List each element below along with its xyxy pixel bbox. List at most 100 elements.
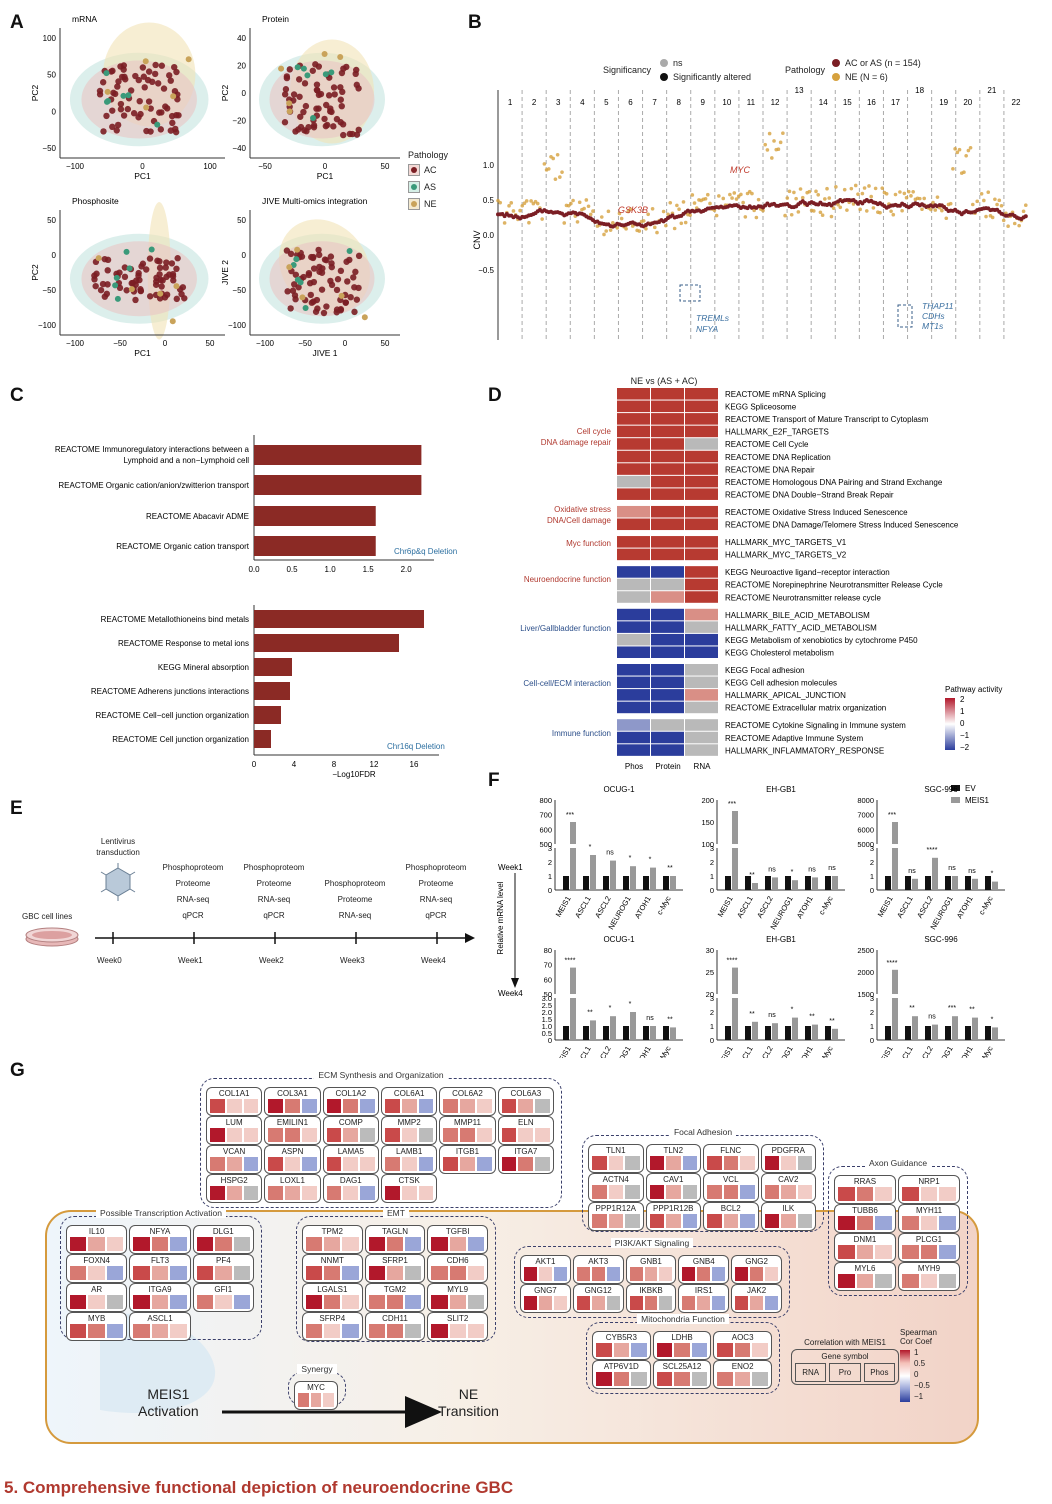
gene-symbol: COL6A2 bbox=[452, 1089, 483, 1098]
as-point bbox=[148, 246, 155, 253]
gene-symbol: NRP1 bbox=[918, 1177, 940, 1186]
heatmap-cell bbox=[685, 488, 718, 500]
y-tick-label: 0 bbox=[242, 89, 247, 98]
chromosome-label: 11 bbox=[747, 98, 756, 107]
ne-cnv-point bbox=[546, 167, 551, 171]
activation-label: Activation bbox=[138, 1403, 199, 1419]
chart-title: EH-GB1 bbox=[766, 935, 796, 944]
gene-tick-label: ASCL1 bbox=[895, 895, 915, 920]
gene-tick-label: c-Myc bbox=[655, 894, 673, 916]
ne-cnv-point bbox=[884, 191, 889, 196]
heatmap-cell bbox=[617, 548, 650, 561]
heatmap-cell bbox=[685, 463, 718, 475]
correlation-cell bbox=[467, 1266, 484, 1280]
ac-point bbox=[308, 253, 315, 261]
gene-symbol: PLCG1 bbox=[915, 1235, 943, 1244]
gene-correlation-cells bbox=[629, 1267, 673, 1281]
ac-point bbox=[330, 84, 338, 91]
chromosome-label: 7 bbox=[652, 98, 657, 107]
correlation-cell bbox=[418, 1186, 434, 1200]
spearman-colorbar bbox=[900, 1350, 910, 1402]
ne-point bbox=[95, 255, 102, 262]
meis1-bar bbox=[590, 855, 596, 890]
correlation-cell bbox=[697, 1296, 711, 1310]
mt1s-label: MT1s bbox=[922, 321, 944, 331]
y-tick-label: 50 bbox=[47, 71, 56, 80]
x-tick-label: 12 bbox=[370, 760, 379, 769]
y-tick-label: 0 bbox=[710, 1036, 714, 1045]
ne-cnv-point bbox=[717, 194, 721, 198]
chromosome-label: 3 bbox=[556, 98, 561, 107]
as-point bbox=[293, 256, 300, 263]
correlation-cell bbox=[697, 1267, 711, 1281]
correlation-cell bbox=[674, 1372, 690, 1386]
ne-cnv-point bbox=[529, 199, 533, 203]
ne-cnv-point bbox=[898, 190, 902, 194]
ne-cnv-point bbox=[527, 220, 531, 225]
bar bbox=[254, 730, 271, 748]
ne-cnv-point bbox=[891, 212, 896, 217]
gene-symbol: LGALS1 bbox=[317, 1285, 348, 1294]
term-label: REACTOME Response to metal ions bbox=[118, 639, 249, 648]
chr16-label: Chr16q Deletion bbox=[387, 742, 445, 751]
ac-point bbox=[289, 287, 297, 294]
chromosome-label: 6 bbox=[628, 98, 633, 107]
ne-cnv-point bbox=[825, 186, 829, 191]
ac-point bbox=[156, 258, 163, 265]
gene-symbol: JAK2 bbox=[747, 1286, 767, 1295]
gene-node: FOXN4 bbox=[66, 1254, 128, 1283]
lentivirus-label: Lentivirus transduction bbox=[88, 836, 148, 858]
heatmap-cell bbox=[617, 744, 650, 756]
ac-point bbox=[291, 281, 298, 288]
correlation-cell bbox=[740, 1156, 755, 1170]
x-tick-label: 2.0 bbox=[401, 565, 413, 574]
pathway-label: HALLMARK_E2F_TARGETS bbox=[725, 428, 829, 437]
as-point bbox=[112, 282, 119, 289]
meis1-bar bbox=[570, 998, 576, 1040]
ac-point bbox=[146, 255, 154, 262]
gene-node: LGALS1 bbox=[302, 1283, 363, 1312]
meis1-bar bbox=[832, 1028, 838, 1040]
pathway-label: REACTOME Homologous DNA Pairing and Stra… bbox=[725, 478, 943, 487]
ev-bar bbox=[765, 1026, 771, 1040]
sig-label: **** bbox=[727, 958, 738, 965]
ne-point bbox=[321, 51, 328, 58]
gene-symbol: FOXN4 bbox=[83, 1256, 110, 1265]
meis1-bar bbox=[792, 880, 798, 890]
correlation-cell bbox=[431, 1324, 448, 1338]
heatmap-cell bbox=[685, 719, 718, 731]
meis1-bar-top bbox=[892, 969, 898, 994]
correlation-cell bbox=[596, 1343, 612, 1357]
ne-cnv-point bbox=[705, 192, 710, 197]
ne-cnv-point bbox=[962, 170, 966, 175]
correlation-cell bbox=[210, 1186, 225, 1200]
gene-correlation-cells bbox=[682, 1296, 726, 1310]
correlation-cell bbox=[342, 1295, 359, 1309]
gene-symbol: TUBB6 bbox=[852, 1206, 878, 1215]
correlation-cell bbox=[920, 1245, 938, 1259]
gene-node: DLG1 bbox=[192, 1225, 254, 1254]
gene-node: COMP bbox=[322, 1116, 379, 1145]
gene-correlation-cells bbox=[268, 1157, 317, 1171]
term-label: REACTOME Immunoregulatory interactions b… bbox=[55, 445, 250, 454]
week1-label: Week1 bbox=[178, 956, 203, 965]
correlation-cell bbox=[734, 1343, 751, 1357]
ac-point bbox=[305, 271, 313, 279]
correlation-cell bbox=[88, 1295, 105, 1309]
ne-cnv-point bbox=[524, 199, 529, 203]
figure-caption: 5. Comprehensive functional depiction of… bbox=[4, 1478, 514, 1497]
cdhs-label: CDHs bbox=[922, 311, 945, 321]
correlation-cell bbox=[285, 1128, 300, 1142]
legend-tick: 1 bbox=[960, 707, 965, 716]
ne-cnv-point bbox=[834, 185, 838, 189]
correlation-cell bbox=[467, 1295, 484, 1309]
ne-cnv-point bbox=[993, 197, 997, 202]
meis1-bar bbox=[732, 848, 738, 890]
correlation-cell bbox=[385, 1157, 400, 1171]
correlation-cell bbox=[401, 1128, 417, 1142]
gene-symbol: DLG1 bbox=[212, 1227, 234, 1236]
pathway-label: REACTOME mRNA Splicing bbox=[725, 390, 826, 399]
gene-symbol: TGM2 bbox=[383, 1285, 407, 1294]
correlation-cell bbox=[368, 1324, 385, 1338]
ne-cnv-point bbox=[602, 232, 606, 237]
